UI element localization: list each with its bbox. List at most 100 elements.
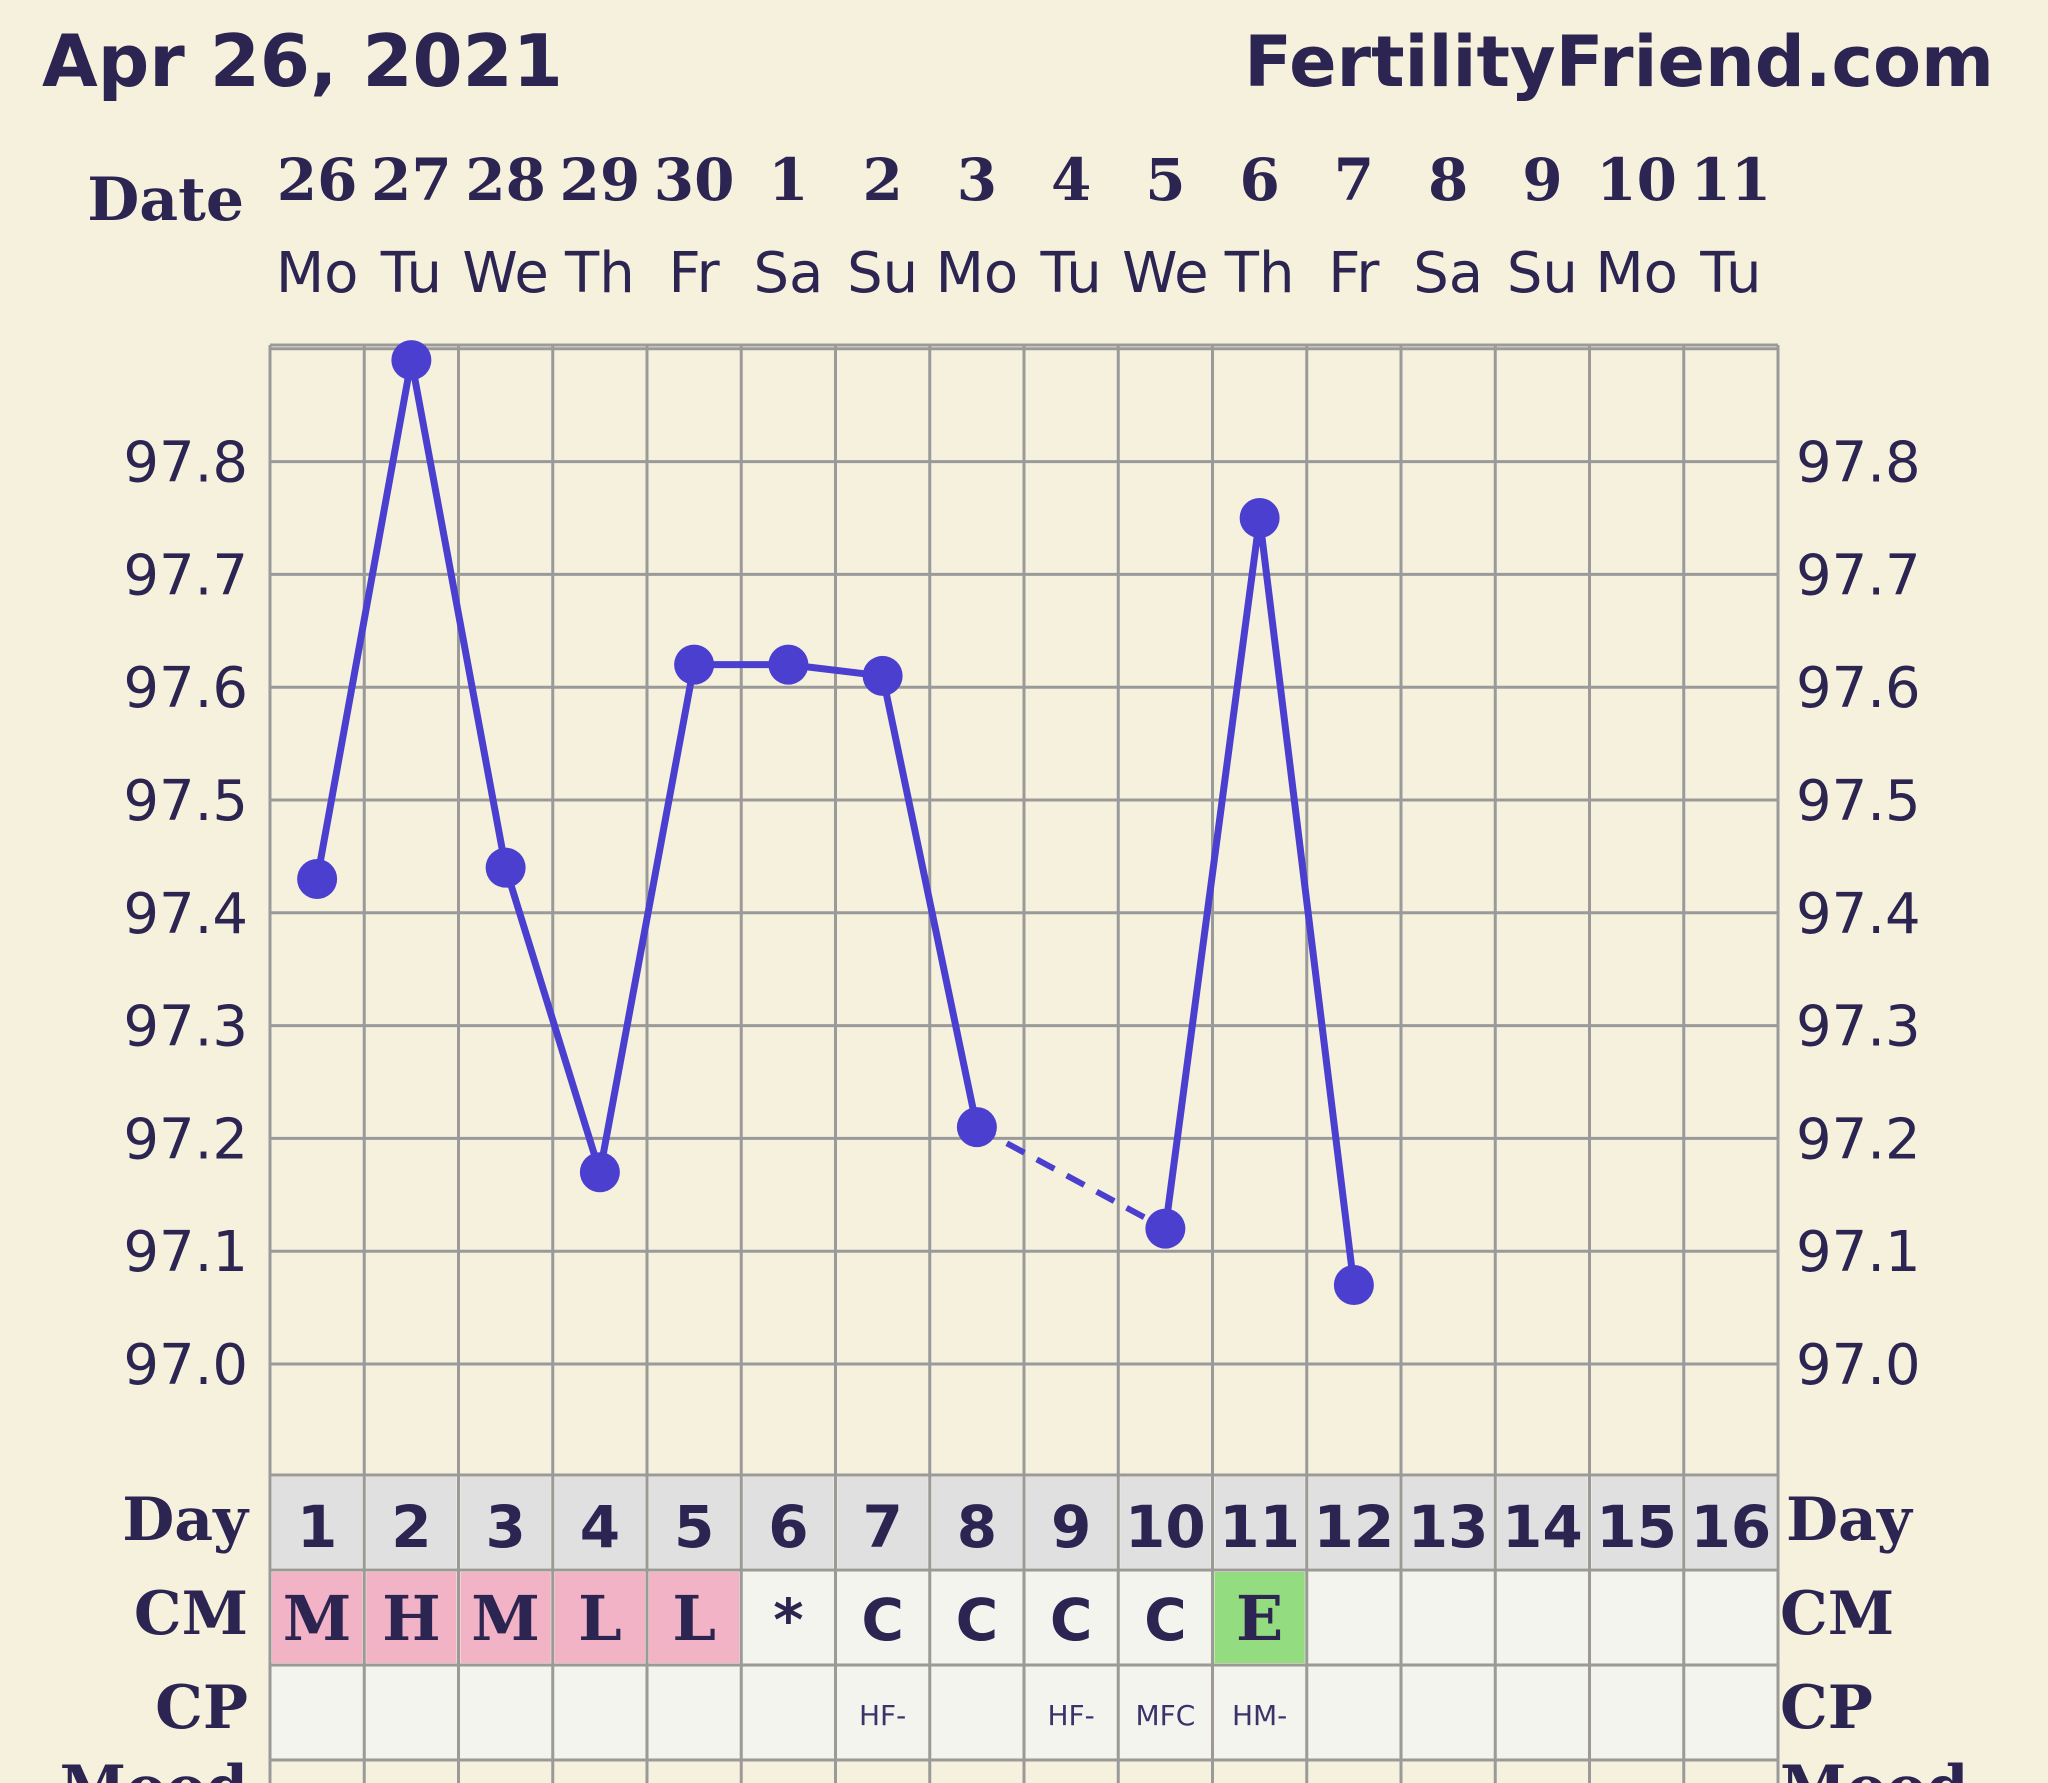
cm-cell [1308, 1572, 1399, 1663]
data-point [956, 1107, 997, 1148]
day-cell [837, 1477, 928, 1568]
x-dow-label: Tu [380, 241, 442, 306]
cm-cell [931, 1572, 1022, 1663]
day-cell [1214, 1477, 1305, 1568]
x-date-label: 7 [1334, 146, 1374, 214]
row-label-cp-left: CP [155, 1673, 248, 1743]
y-tick-left: 97.6 [123, 656, 248, 721]
x-date-label: 29 [560, 146, 641, 214]
x-dow-label: Tu [1040, 241, 1102, 306]
cm-value: C [861, 1586, 904, 1654]
cm-cell [649, 1572, 740, 1663]
cycle-day-label: 2 [391, 1493, 431, 1561]
y-tick-right: 97.3 [1796, 995, 1921, 1060]
x-dow-label: Fr [669, 241, 721, 306]
x-date-label: 4 [1051, 146, 1091, 214]
data-point [485, 847, 526, 888]
cm-cell [1591, 1572, 1682, 1663]
cp-cell [1403, 1667, 1494, 1758]
row-label-date: Date [87, 165, 244, 235]
cm-cell [1497, 1572, 1588, 1663]
day-cell [272, 1477, 363, 1568]
y-tick-left: 97.1 [123, 1220, 248, 1285]
cp-cell [460, 1667, 551, 1758]
x-date-label: 2 [862, 146, 902, 214]
cm-value: H [382, 1582, 441, 1655]
x-dow-label: Th [1224, 241, 1295, 306]
cm-cell [460, 1572, 551, 1663]
y-tick-left: 97.0 [123, 1333, 248, 1398]
x-date-label: 9 [1522, 146, 1562, 214]
cp-cell [554, 1667, 645, 1758]
x-date-label: 30 [654, 146, 735, 214]
cp-cell [1591, 1667, 1682, 1758]
cp-cell [1685, 1667, 1776, 1758]
cm-cell [1214, 1572, 1305, 1663]
cm-cell [1120, 1572, 1211, 1663]
x-dow-label: We [1122, 241, 1209, 306]
x-dow-label: Th [564, 241, 635, 306]
header-site: FertilityFriend.com [1244, 21, 1994, 103]
data-point [579, 1152, 620, 1193]
cp-cell [1026, 1667, 1117, 1758]
cycle-day-label: 7 [862, 1493, 902, 1561]
row-label-cm-right: CM [1780, 1579, 1894, 1649]
day-cell [1120, 1477, 1211, 1568]
x-date-label: 5 [1145, 146, 1185, 214]
cp-cell [743, 1667, 834, 1758]
series-segment [407, 356, 510, 872]
cp-value: HM- [1232, 1699, 1287, 1732]
cm-cell [272, 1572, 363, 1663]
row-label-cp-right: CP [1780, 1673, 1873, 1743]
grid [268, 343, 1780, 1783]
y-tick-right: 97.7 [1796, 543, 1921, 608]
x-dow-label: Mo [276, 241, 359, 306]
day-cell [649, 1477, 740, 1568]
row-label-cm-left: CM [134, 1579, 248, 1649]
y-axis-ticks: 97.8 97.8 97.7 97.7 97.6 97.6 97.5 97.5 97.4 97.4… [123, 431, 1920, 1398]
series-dashed-segment [975, 1124, 1167, 1232]
cycle-day-label: 16 [1691, 1493, 1772, 1561]
cp-cell [837, 1667, 928, 1758]
day-cell [743, 1477, 834, 1568]
cycle-day-label: 13 [1408, 1493, 1489, 1561]
cm-value: E [1236, 1582, 1283, 1655]
cm-cell [1685, 1572, 1776, 1663]
cycle-day-label: 11 [1219, 1493, 1300, 1561]
cp-value: MFC [1135, 1699, 1195, 1732]
x-dow-label: Sa [753, 241, 823, 306]
data-point [1239, 498, 1280, 538]
x-dow-label: Tu [1699, 241, 1761, 306]
y-tick-left: 97.3 [123, 995, 248, 1060]
cm-value: L [672, 1582, 716, 1655]
y-tick-right: 97.0 [1796, 1333, 1921, 1398]
cycle-day-label: 12 [1314, 1493, 1395, 1561]
series-segment [1161, 514, 1264, 1233]
cm-value: M [283, 1582, 352, 1655]
day-cell [1591, 1477, 1682, 1568]
x-date-label: 1 [768, 146, 808, 214]
row-label-day-right: Day [1786, 1485, 1914, 1555]
y-tick-right: 97.8 [1796, 431, 1921, 496]
series-segment [879, 672, 981, 1131]
cp-cell [1497, 1667, 1588, 1758]
day-cell [1685, 1477, 1776, 1568]
data-point [674, 644, 715, 685]
cycle-day-label: 1 [297, 1493, 337, 1561]
y-tick-right: 97.4 [1796, 882, 1921, 947]
cp-cell [931, 1667, 1022, 1758]
cm-value: C [1050, 1586, 1093, 1654]
y-tick-left: 97.8 [123, 431, 248, 496]
series-segment [313, 356, 415, 883]
x-date-label: 28 [465, 146, 546, 214]
cm-value: * [773, 1586, 803, 1654]
data-point [1333, 1265, 1374, 1306]
cycle-day-label: 3 [485, 1493, 525, 1561]
day-cell [1308, 1477, 1399, 1568]
y-tick-left: 97.2 [123, 1107, 248, 1172]
data-point [768, 644, 809, 685]
x-date-label: 3 [957, 146, 997, 214]
y-tick-right: 97.1 [1796, 1220, 1921, 1285]
